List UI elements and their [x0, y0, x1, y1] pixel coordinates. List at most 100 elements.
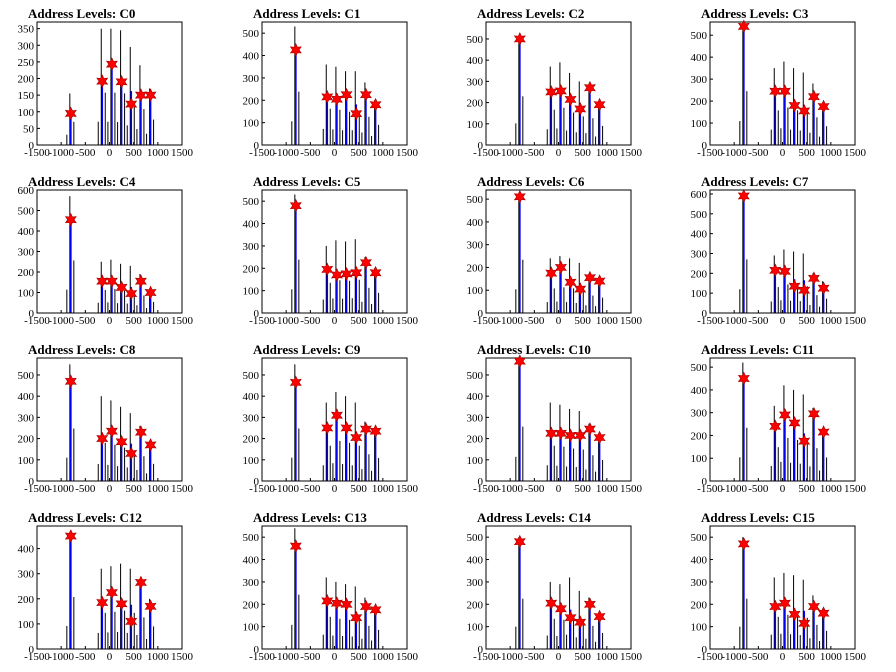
x-tick-label: 1000	[596, 483, 619, 495]
y-tick-label: 200	[18, 74, 35, 86]
panel-c13: Address Levels: C13 0 100 200 300 400 500 -1500…	[243, 510, 419, 663]
plot-frame	[485, 525, 632, 650]
x-tick-label: 1000	[596, 651, 619, 663]
star-marker	[105, 274, 118, 289]
x-tick-label: 500	[574, 315, 591, 327]
star-marker	[64, 374, 77, 389]
star-marker	[340, 87, 353, 102]
x-tick-label: -1000	[273, 483, 299, 495]
x-tick-label: -1500	[473, 147, 499, 159]
y-tick-label: 100	[243, 455, 260, 467]
plot-frame	[261, 189, 408, 314]
star-marker	[350, 106, 363, 121]
x-tick-label: 1500	[844, 147, 867, 159]
x-tick-label: -1500	[473, 651, 499, 663]
y-tick-label: 200	[691, 96, 708, 108]
star-marker	[769, 419, 782, 434]
star-marker	[96, 274, 109, 289]
star-marker	[350, 610, 363, 625]
star-marker	[144, 438, 157, 452]
panel-title: Address Levels: C0	[28, 6, 135, 21]
star-marker	[574, 282, 587, 296]
panel-c9: Address Levels: C90100200300400500-1500-…	[243, 342, 419, 495]
x-tick-label: -1000	[48, 147, 74, 159]
x-tick-label: -500	[524, 651, 545, 663]
x-tick-label: 1500	[844, 315, 867, 327]
star-marker	[369, 97, 382, 112]
y-tick-label: 0	[478, 476, 484, 488]
star-marker	[554, 84, 567, 98]
star-marker	[330, 268, 343, 282]
x-tick-label: -1000	[48, 483, 74, 495]
x-tick-label: -500	[524, 147, 545, 159]
plot-frame	[36, 189, 183, 314]
panel-c3: Address Levels: C30100200300400500-1500-…	[691, 6, 867, 159]
star-marker	[340, 597, 353, 612]
y-tick-label: 100	[18, 619, 35, 631]
x-tick-label: 500	[125, 483, 142, 495]
y-tick-label: 300	[467, 577, 484, 589]
x-tick-label: -500	[748, 315, 769, 327]
y-tick-label: 400	[18, 226, 35, 238]
star-marker	[513, 32, 526, 46]
star-marker	[513, 354, 526, 369]
y-tick-label: 200	[467, 262, 484, 274]
star-marker	[737, 189, 750, 203]
panel-c4: Address Levels: C4 0 100 200 300 400 500 600 -15…	[18, 174, 194, 327]
y-tick-label: 400	[691, 555, 708, 567]
y-tick-label: 300	[243, 73, 260, 85]
x-tick-label: -1500	[697, 315, 723, 327]
star-marker	[593, 97, 606, 112]
star-marker	[359, 87, 372, 102]
star-marker	[115, 596, 128, 611]
star-marker	[807, 89, 820, 104]
star-marker	[817, 425, 830, 439]
x-tick-label: 0	[107, 147, 113, 159]
star-marker	[105, 585, 118, 600]
x-tick-label: 0	[780, 483, 786, 495]
y-tick-label: 400	[691, 385, 708, 397]
y-tick-label: 0	[702, 140, 708, 152]
star-marker	[593, 274, 606, 289]
star-marker	[64, 106, 77, 121]
y-tick-label: 500	[18, 206, 35, 218]
star-marker	[583, 422, 596, 436]
y-tick-label: 100	[18, 107, 35, 119]
y-tick-label: 100	[18, 288, 35, 300]
star-marker	[737, 536, 750, 551]
y-tick-label: 0	[254, 140, 260, 152]
panel-c10: Address Levels: C10 0 100 200 300 400 500 -1500…	[467, 342, 643, 495]
star-marker	[554, 260, 567, 275]
y-tick-label: 0	[254, 308, 260, 320]
star-marker	[289, 375, 302, 390]
star-marker	[574, 428, 587, 443]
x-tick-label: -1500	[24, 147, 50, 159]
y-tick-label: 300	[467, 412, 484, 424]
star-marker	[125, 446, 138, 461]
x-tick-label: 0	[332, 651, 338, 663]
star-marker	[359, 422, 372, 436]
y-tick-label: 100	[467, 119, 484, 131]
panel-title: Address Levels: C1	[253, 6, 360, 21]
star-marker	[778, 408, 791, 422]
x-tick-label: 1500	[844, 651, 867, 663]
star-marker	[778, 596, 791, 611]
y-tick-label: 300	[243, 577, 260, 589]
y-tick-label: 400	[467, 555, 484, 567]
star-marker	[321, 421, 334, 435]
x-tick-label: -1000	[273, 651, 299, 663]
x-tick-label: -1500	[697, 483, 723, 495]
plot-frame	[485, 189, 632, 314]
y-tick-label: 500	[243, 370, 260, 382]
star-marker	[798, 104, 811, 118]
x-tick-label: 1500	[396, 651, 419, 663]
y-tick-label: 0	[29, 308, 35, 320]
star-marker	[564, 428, 577, 443]
y-tick-label: 0	[29, 644, 35, 656]
y-tick-label: 500	[691, 30, 708, 42]
star-marker	[769, 263, 782, 278]
x-tick-label: -1000	[273, 315, 299, 327]
y-tick-label: 400	[691, 52, 708, 64]
x-tick-label: -500	[524, 483, 545, 495]
